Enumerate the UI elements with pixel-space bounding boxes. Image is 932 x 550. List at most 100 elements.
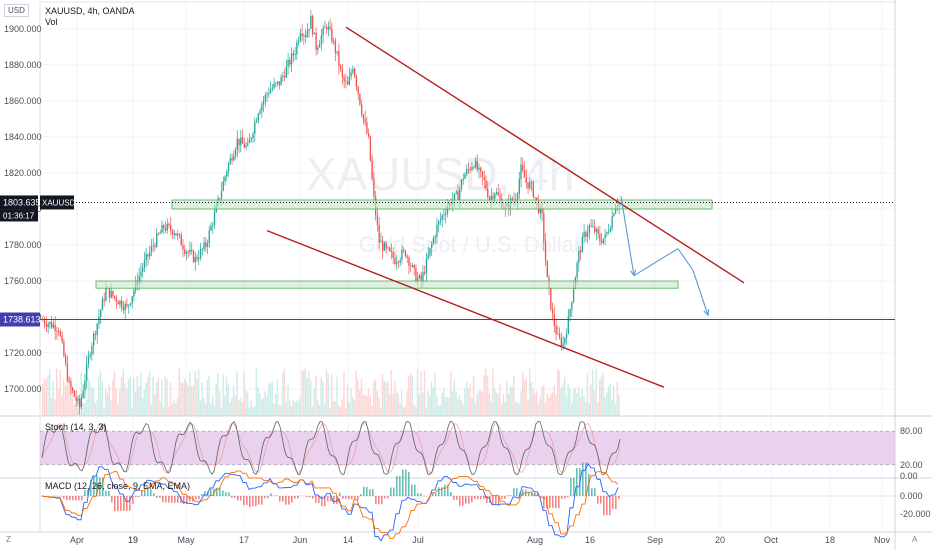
volume-bar xyxy=(175,403,177,416)
candle-body xyxy=(196,256,198,260)
volume-bar xyxy=(562,384,564,416)
volume-bar xyxy=(581,388,583,416)
candle-body xyxy=(171,230,174,235)
volume-bar xyxy=(145,382,147,416)
macd-histogram-bar xyxy=(333,496,335,505)
macd-histogram-bar xyxy=(117,496,119,512)
candle-body xyxy=(606,232,608,235)
volume-bar xyxy=(499,383,501,416)
candle-body xyxy=(432,238,435,245)
macd-label[interactable]: MACD (12, 26, close, 9, EMA, EMA) xyxy=(45,481,191,491)
candle-body xyxy=(192,250,195,263)
volume-bar xyxy=(339,406,342,416)
time-tick-label: 20 xyxy=(715,535,725,545)
volume-bar xyxy=(101,381,104,416)
volume-bar xyxy=(259,393,261,416)
hline-price-label: 1738.613 xyxy=(3,314,41,324)
macd-histogram-bar xyxy=(516,488,518,496)
volume-label[interactable]: Vol xyxy=(45,17,58,27)
volume-bar xyxy=(285,401,287,416)
candle-body xyxy=(262,100,265,105)
candle-body xyxy=(413,264,415,269)
volume-bar xyxy=(591,369,594,416)
volume-bar xyxy=(595,368,597,416)
volume-bar xyxy=(373,381,375,416)
candle-body xyxy=(408,257,410,266)
volume-bar xyxy=(443,387,445,416)
volume-bar xyxy=(535,391,538,416)
volume-bar xyxy=(378,397,380,416)
volume-bar xyxy=(551,392,554,416)
candle-body xyxy=(77,398,79,401)
candle-body xyxy=(101,298,104,311)
volume-bar xyxy=(434,372,436,416)
macd-histogram-bar xyxy=(405,469,407,496)
volume-bar xyxy=(267,382,270,416)
volume-bar xyxy=(528,368,531,416)
time-tick-label: Jun xyxy=(293,535,308,545)
volume-bar xyxy=(616,382,618,416)
macd-histogram-bar xyxy=(150,489,152,496)
volume-bar xyxy=(569,388,571,416)
candle-body xyxy=(164,228,167,231)
volume-bar xyxy=(311,406,314,416)
macd-histogram-bar xyxy=(357,496,359,501)
volume-bar xyxy=(250,400,252,416)
candle-body xyxy=(565,333,568,338)
volume-bar xyxy=(260,399,263,416)
candle-body xyxy=(350,72,352,77)
volume-bar xyxy=(255,368,258,416)
volume-bar xyxy=(465,381,468,416)
candle-body xyxy=(70,381,72,388)
volume-bar xyxy=(108,384,111,416)
macd-signal-line xyxy=(41,470,619,539)
macd-histogram-bar xyxy=(432,493,434,496)
candle-body xyxy=(424,272,426,274)
volume-bar xyxy=(141,398,144,416)
candle-body xyxy=(117,301,119,305)
macd-histogram-bar xyxy=(294,496,296,499)
candle-body xyxy=(401,250,403,260)
volume-bar xyxy=(467,387,470,416)
volume-bar xyxy=(73,404,75,416)
candle-body xyxy=(571,302,573,310)
candle-body xyxy=(487,189,489,198)
macd-histogram-bar xyxy=(570,477,572,496)
candle-body xyxy=(546,260,548,278)
volume-bar xyxy=(194,370,196,416)
macd-histogram-bar xyxy=(324,496,326,507)
macd-histogram-bar xyxy=(390,487,392,496)
countdown-tag xyxy=(0,209,38,222)
volume-bar xyxy=(555,394,557,416)
autoscale-corner[interactable]: A xyxy=(912,535,918,544)
macd-tick-label: 0.000 xyxy=(900,491,923,501)
currency-badge[interactable]: USD xyxy=(4,4,29,17)
volume-bar xyxy=(168,406,170,416)
volume-bar xyxy=(388,393,391,416)
macd-histogram-bar xyxy=(213,488,215,496)
candle-body xyxy=(133,290,135,297)
candle-body xyxy=(304,35,307,38)
candle-body xyxy=(564,337,566,344)
candle-body xyxy=(336,51,338,53)
macd-histogram-bar xyxy=(69,496,71,501)
volume-bar xyxy=(110,400,112,416)
volume-bar xyxy=(492,368,494,416)
volume-bar xyxy=(136,376,139,416)
stoch-label[interactable]: Stoch (14, 3, 3) xyxy=(45,422,107,432)
macd-histogram-bar xyxy=(483,496,485,500)
volume-bar xyxy=(269,383,272,416)
candle-body xyxy=(579,250,582,253)
candle-body xyxy=(488,197,491,200)
volume-bar xyxy=(490,401,492,416)
macd-histogram-bar xyxy=(63,496,65,499)
macd-histogram-bar xyxy=(468,496,470,504)
volume-bar xyxy=(122,369,125,416)
volume-bar xyxy=(481,392,484,416)
macd-histogram-bar xyxy=(189,496,191,502)
symbol-title[interactable]: XAUUSD, 4h, OANDA xyxy=(45,6,135,16)
volume-bar xyxy=(49,369,51,416)
candle-body xyxy=(324,27,326,28)
timezone-corner[interactable]: Z xyxy=(6,535,11,544)
